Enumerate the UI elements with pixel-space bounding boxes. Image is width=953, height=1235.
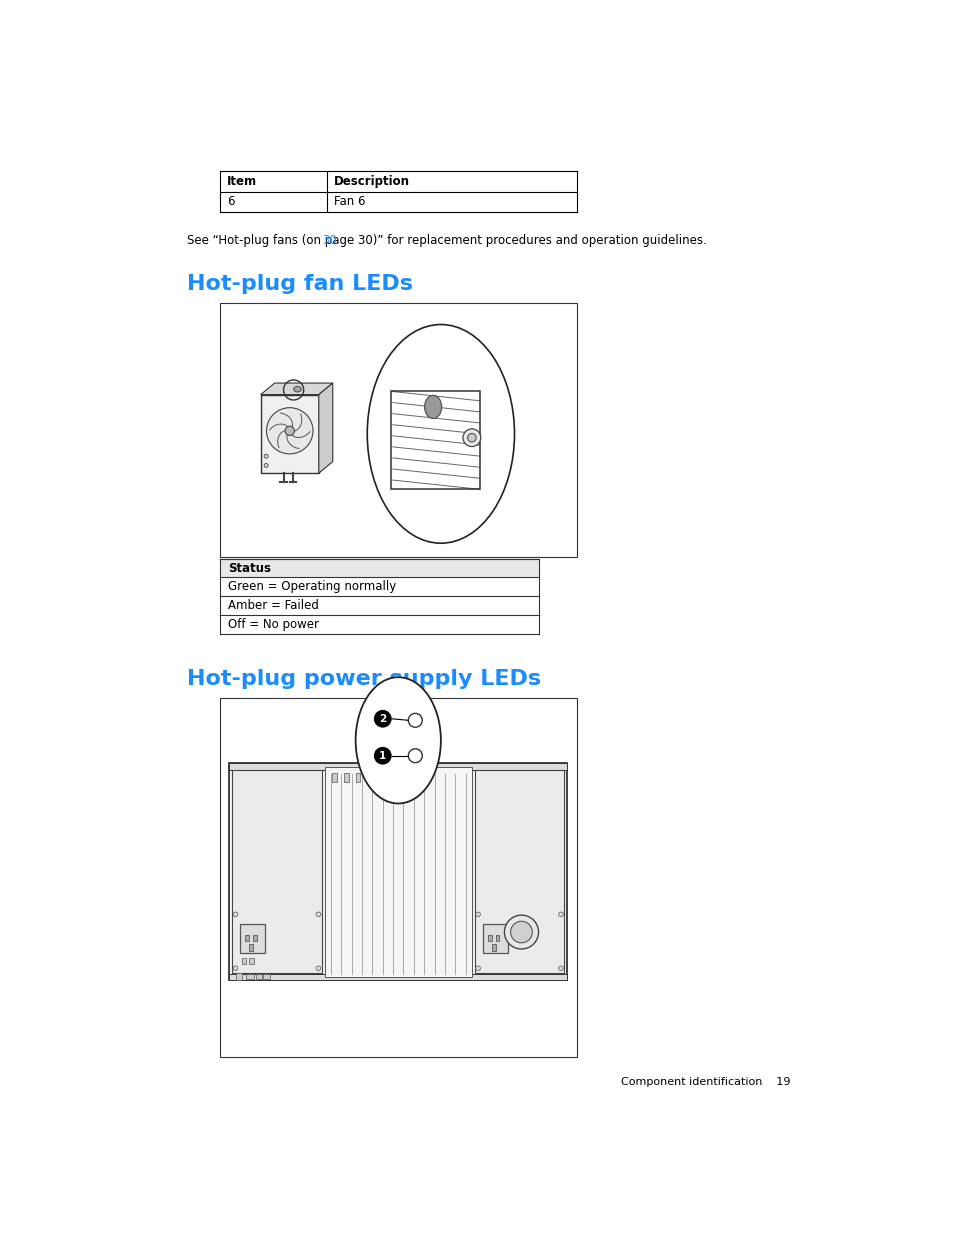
Circle shape (374, 747, 392, 764)
Text: 6: 6 (227, 195, 234, 209)
Bar (260, 395, 318, 473)
Text: Off = No power: Off = No power (228, 619, 318, 631)
Text: 2: 2 (378, 714, 386, 724)
Bar (487, 935, 491, 941)
Ellipse shape (355, 677, 440, 804)
Bar (491, 945, 495, 951)
Circle shape (266, 408, 313, 454)
Bar (344, 773, 348, 782)
Bar (495, 935, 498, 941)
Circle shape (315, 966, 320, 971)
Circle shape (374, 710, 392, 727)
Circle shape (462, 429, 480, 447)
Bar (241, 958, 246, 965)
Text: Status: Status (228, 562, 271, 574)
Circle shape (264, 463, 268, 467)
Text: Hot-plug fan LEDs: Hot-plug fan LEDs (187, 274, 413, 294)
Bar (220, 558, 538, 578)
Bar (332, 773, 336, 782)
Text: See “Hot-plug fans (on page 30)” for replacement procedures and operation guidel: See “Hot-plug fans (on page 30)” for rep… (187, 233, 706, 247)
Bar (263, 973, 270, 979)
Text: Item: Item (227, 175, 256, 188)
Bar (240, 924, 265, 953)
Bar (355, 773, 360, 782)
Circle shape (558, 911, 562, 916)
Circle shape (510, 921, 532, 942)
Ellipse shape (294, 387, 301, 391)
Text: 1: 1 (378, 751, 386, 761)
Circle shape (467, 433, 476, 442)
Circle shape (558, 966, 562, 971)
Circle shape (476, 966, 480, 971)
Bar (233, 771, 321, 973)
Bar (246, 973, 253, 979)
Bar (229, 763, 567, 979)
Bar (229, 763, 567, 769)
Text: 30: 30 (322, 233, 336, 247)
Bar (367, 773, 372, 782)
Circle shape (233, 966, 237, 971)
Circle shape (264, 454, 268, 458)
Bar (324, 767, 472, 977)
Text: Component identification    19: Component identification 19 (620, 1077, 790, 1087)
Text: Description: Description (334, 175, 410, 188)
Bar (390, 390, 479, 489)
Circle shape (408, 714, 422, 727)
Bar (482, 924, 507, 953)
Bar (255, 973, 261, 979)
Ellipse shape (367, 325, 514, 543)
Text: Hot-plug power supply LEDs: Hot-plug power supply LEDs (187, 668, 541, 689)
Bar (253, 935, 256, 941)
Bar (475, 771, 563, 973)
Ellipse shape (424, 395, 441, 419)
Bar (245, 935, 249, 941)
Polygon shape (318, 383, 333, 473)
Circle shape (504, 915, 537, 948)
Bar (249, 945, 253, 951)
Bar (249, 958, 253, 965)
Text: Green = Operating normally: Green = Operating normally (228, 580, 395, 593)
Polygon shape (260, 383, 333, 395)
Bar (220, 303, 576, 557)
Text: Fan 6: Fan 6 (334, 195, 365, 209)
Bar (235, 973, 241, 979)
Bar (229, 973, 567, 979)
Circle shape (408, 748, 422, 763)
Circle shape (233, 911, 237, 916)
Circle shape (476, 911, 480, 916)
Bar (220, 698, 576, 1057)
Text: Amber = Failed: Amber = Failed (228, 599, 318, 613)
Circle shape (285, 426, 294, 436)
Circle shape (315, 911, 320, 916)
